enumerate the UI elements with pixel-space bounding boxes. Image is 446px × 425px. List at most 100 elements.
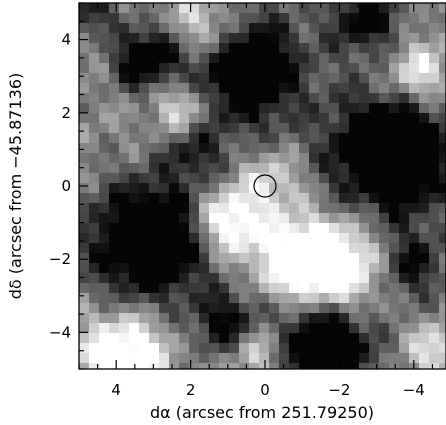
image-pixel xyxy=(289,363,300,369)
image-pixel xyxy=(199,153,210,164)
image-pixel xyxy=(249,43,260,54)
image-pixel xyxy=(89,143,100,154)
image-pixel xyxy=(79,213,90,224)
image-pixel xyxy=(359,163,370,174)
image-pixel xyxy=(109,63,120,74)
image-pixel xyxy=(249,253,260,264)
image-pixel xyxy=(359,103,370,114)
image-pixel xyxy=(299,153,310,164)
image-pixel xyxy=(379,283,390,294)
image-pixel xyxy=(109,123,120,134)
image-pixel xyxy=(209,243,220,254)
image-pixel xyxy=(119,213,130,224)
image-pixel xyxy=(269,213,280,224)
image-pixel xyxy=(89,13,100,24)
image-pixel xyxy=(439,313,446,324)
image-pixel xyxy=(179,103,190,114)
image-pixel xyxy=(409,343,420,354)
image-pixel xyxy=(409,213,420,224)
image-pixel xyxy=(109,253,120,264)
image-pixel xyxy=(359,323,370,334)
image-pixel xyxy=(289,153,300,164)
image-pixel xyxy=(439,213,446,224)
x-axis-title: dα (arcsec from 251.79250) xyxy=(150,403,374,422)
image-pixel xyxy=(419,153,430,164)
image-pixel xyxy=(339,273,350,284)
image-pixel xyxy=(179,33,190,44)
image-pixel xyxy=(309,133,320,144)
image-pixel xyxy=(239,293,250,304)
image-pixel xyxy=(229,303,240,314)
image-pixel xyxy=(369,153,380,164)
image-pixel xyxy=(299,223,310,234)
image-pixel xyxy=(339,83,350,94)
image-pixel xyxy=(139,363,150,369)
image-pixel xyxy=(309,333,320,344)
image-pixel xyxy=(149,43,160,54)
image-pixel xyxy=(429,13,440,24)
image-pixel xyxy=(89,153,100,164)
image-pixel xyxy=(299,123,310,134)
image-pixel xyxy=(229,323,240,334)
image-pixel xyxy=(209,173,220,184)
image-pixel xyxy=(369,233,380,244)
image-pixel xyxy=(309,293,320,304)
image-pixel xyxy=(189,103,200,114)
image-pixel xyxy=(89,123,100,134)
image-pixel xyxy=(369,33,380,44)
image-pixel xyxy=(169,163,180,174)
image-pixel xyxy=(229,333,240,344)
image-pixel xyxy=(209,73,220,84)
image-pixel xyxy=(79,273,90,284)
image-pixel xyxy=(419,83,430,94)
image-pixel xyxy=(379,133,390,144)
image-pixel xyxy=(139,103,150,114)
image-pixel xyxy=(279,133,290,144)
image-pixel xyxy=(229,143,240,154)
image-pixel xyxy=(259,253,270,264)
image-pixel xyxy=(399,103,410,114)
image-pixel xyxy=(219,293,230,304)
y-tick-label: 2 xyxy=(61,104,71,122)
image-pixel xyxy=(429,103,440,114)
image-pixel xyxy=(389,333,400,344)
image-pixel xyxy=(129,123,140,134)
image-pixel xyxy=(199,133,210,144)
image-pixel xyxy=(109,93,120,104)
image-pixel xyxy=(119,73,130,84)
image-pixel xyxy=(249,223,260,234)
image-pixel xyxy=(109,333,120,344)
image-pixel xyxy=(239,353,250,364)
image-pixel xyxy=(89,133,100,144)
image-pixel xyxy=(329,183,340,194)
image-pixel xyxy=(349,263,360,274)
image-pixel xyxy=(349,313,360,324)
image-pixel xyxy=(419,243,430,254)
image-pixel xyxy=(369,173,380,184)
image-pixel xyxy=(379,43,390,54)
image-pixel xyxy=(269,273,280,284)
image-pixel xyxy=(339,23,350,34)
image-pixel xyxy=(119,273,130,284)
image-pixel xyxy=(149,93,160,104)
image-pixel xyxy=(409,173,420,184)
image-pixel xyxy=(289,333,300,344)
image-pixel xyxy=(329,193,340,204)
image-pixel xyxy=(269,143,280,154)
image-pixel xyxy=(309,93,320,104)
image-pixel xyxy=(179,363,190,369)
image-pixel xyxy=(209,363,220,369)
image-pixel xyxy=(129,293,140,304)
image-pixel xyxy=(269,223,280,234)
image-pixel xyxy=(219,253,230,264)
image-pixel xyxy=(79,313,90,324)
image-pixel xyxy=(99,123,110,134)
image-pixel xyxy=(179,193,190,204)
image-pixel xyxy=(409,233,420,244)
image-pixel xyxy=(359,353,370,364)
image-pixel xyxy=(159,123,170,134)
image-pixel xyxy=(369,133,380,144)
image-pixel xyxy=(99,353,110,364)
image-pixel xyxy=(259,113,270,124)
image-pixel xyxy=(389,143,400,154)
